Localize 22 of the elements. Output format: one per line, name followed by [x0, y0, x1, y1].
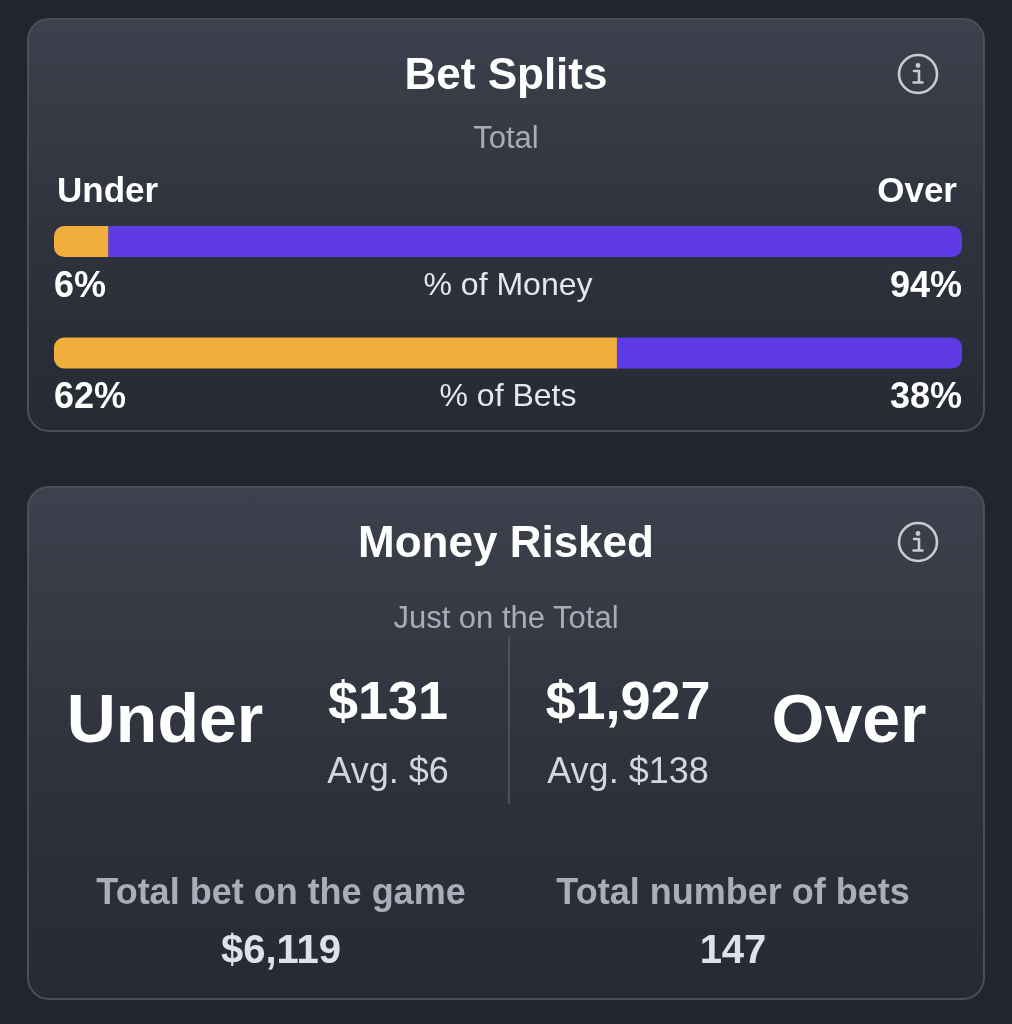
text: Just on the Total: [393, 600, 619, 636]
text: Under: [66, 678, 264, 758]
chart-subtitle: Total: [473, 120, 539, 156]
text: $1,927: [545, 668, 711, 732]
text: $6,119: [220, 926, 342, 972]
chart-title: Bet Splits: [404, 48, 608, 100]
y-tick-label: % of Money: [423, 265, 593, 303]
data-label: 38%: [889, 374, 962, 416]
text: Avg. $6: [327, 750, 449, 792]
text: Total number of bets: [556, 871, 910, 913]
y-tick-label: % of Bets: [439, 376, 577, 414]
text: Total bet on the game: [96, 871, 466, 913]
series-label: Under: [57, 169, 159, 211]
data-label: 62%: [54, 374, 127, 416]
text: Over: [771, 678, 927, 758]
text: Avg. $138: [547, 750, 709, 792]
series-label: Over: [877, 169, 957, 211]
data-label: 94%: [889, 263, 962, 304]
text: $131: [327, 668, 449, 732]
data-label: 6%: [54, 263, 107, 304]
text: 147: [699, 926, 767, 972]
text: Money Risked: [358, 516, 654, 568]
